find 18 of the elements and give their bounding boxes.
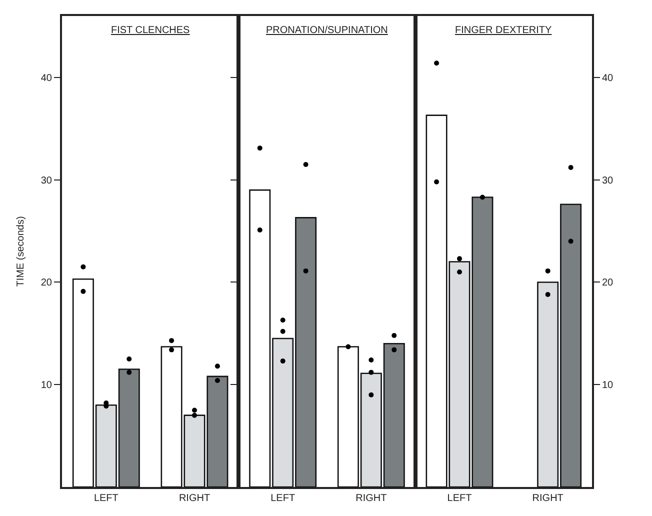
text: PRONATION/SUPINATION xyxy=(266,25,388,36)
y2-tick-label: 30 xyxy=(602,175,614,186)
text: FINGER DEXTERITY xyxy=(455,25,552,36)
x-tick-label: RIGHT xyxy=(356,493,387,504)
y-tick-label: 30 xyxy=(40,175,52,186)
x-tick-label: RIGHT xyxy=(532,493,564,504)
y-axis-title: TIME (seconds) xyxy=(15,216,26,287)
x-tick-label: LEFT xyxy=(447,493,472,504)
x-tick-label: LEFT xyxy=(270,493,296,504)
y-tick-label: 40 xyxy=(40,72,52,84)
text: FIST CLENCHES xyxy=(111,25,190,36)
x-tick-label: LEFT xyxy=(94,493,118,504)
y-tick-label: 10 xyxy=(40,380,52,392)
y-tick-label: 20 xyxy=(40,278,52,289)
x-tick-label: RIGHT xyxy=(178,493,210,504)
y2-tick-label: 40 xyxy=(602,72,614,84)
y2-tick-label: 10 xyxy=(602,380,614,392)
y2-tick-label: 20 xyxy=(602,278,614,289)
